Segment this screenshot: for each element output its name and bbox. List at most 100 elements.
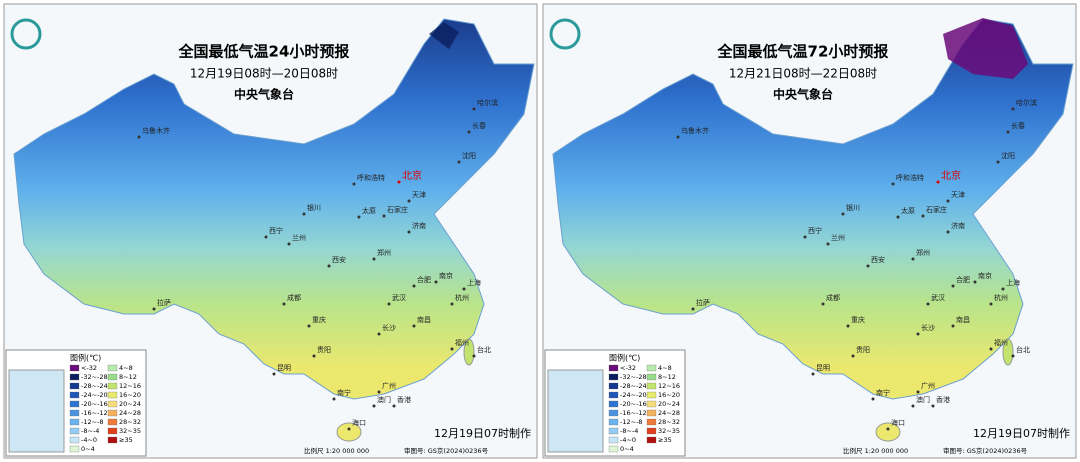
hainan bbox=[336, 422, 362, 442]
legend-swatch bbox=[107, 418, 118, 426]
city-label: 石家庄 bbox=[387, 205, 408, 214]
cold-core bbox=[429, 22, 459, 49]
city-dot bbox=[826, 242, 830, 246]
city-dot bbox=[891, 182, 895, 186]
city-label: 福州 bbox=[994, 338, 1008, 347]
legend-label: 16~20 bbox=[119, 391, 141, 399]
taiwan bbox=[463, 338, 475, 366]
city-dot bbox=[467, 130, 471, 134]
city-dot bbox=[916, 332, 920, 336]
city-dot bbox=[803, 235, 807, 239]
legend-label: ≥35 bbox=[658, 436, 672, 444]
map-number: 审图号: GS京(2024)0236号 bbox=[943, 446, 1028, 455]
city-label: 沈阳 bbox=[462, 151, 476, 160]
city-label: 哈尔滨 bbox=[1016, 98, 1037, 107]
legend-label: 16~20 bbox=[658, 391, 680, 399]
legend-swatch bbox=[608, 391, 619, 399]
city-label: 杭州 bbox=[455, 293, 469, 302]
legend-label: 28~32 bbox=[658, 418, 680, 426]
city-dot bbox=[951, 324, 955, 328]
legend-swatch bbox=[69, 418, 80, 426]
city-label: 台北 bbox=[1016, 345, 1030, 354]
city-label: 昆明 bbox=[277, 364, 291, 372]
city-label: 兰州 bbox=[292, 233, 306, 242]
legend-label: 4~8 bbox=[658, 364, 672, 372]
city-dot bbox=[691, 307, 695, 311]
city-label: 海口 bbox=[352, 418, 366, 427]
city-label: 上海 bbox=[1006, 278, 1020, 287]
city-dot bbox=[407, 230, 411, 234]
city-label: 香港 bbox=[397, 395, 411, 404]
legend-swatch bbox=[646, 418, 657, 426]
legend-swatch bbox=[107, 427, 118, 435]
legend-swatch bbox=[646, 364, 657, 372]
city-label: 西安 bbox=[871, 255, 885, 264]
city-label: 武汉 bbox=[392, 293, 406, 302]
city-label: 合肥 bbox=[956, 275, 970, 284]
city-label: 西安 bbox=[332, 255, 346, 264]
legend-label: 20~24 bbox=[119, 400, 141, 408]
city-dot bbox=[347, 427, 351, 431]
legend-swatch bbox=[646, 391, 657, 399]
legend-label: 20~24 bbox=[658, 400, 680, 408]
legend-label: -24~-20 bbox=[620, 391, 647, 399]
legend-label: 28~32 bbox=[119, 418, 141, 426]
legend-label: 24~28 bbox=[658, 409, 680, 417]
city-label: 乌鲁木齐 bbox=[142, 126, 170, 135]
legend-label: -16~-12 bbox=[81, 409, 108, 417]
city-dot bbox=[916, 390, 920, 394]
city-label: 长春 bbox=[1011, 121, 1025, 130]
city-label: 南宁 bbox=[876, 388, 890, 397]
city-label: 广州 bbox=[921, 381, 935, 390]
city-dot bbox=[457, 160, 461, 164]
city-label: 杭州 bbox=[994, 293, 1008, 302]
land bbox=[13, 18, 535, 400]
city-dot bbox=[392, 404, 396, 408]
city-label: 合肥 bbox=[417, 275, 431, 284]
city-dot bbox=[472, 107, 476, 111]
city-label: 天津 bbox=[951, 191, 965, 199]
legend-label: 32~35 bbox=[119, 427, 141, 435]
issuer: 中央气象台 bbox=[773, 87, 833, 102]
legend-label: 8~12 bbox=[658, 373, 676, 381]
city-label: 南京 bbox=[978, 271, 992, 280]
city-dot bbox=[307, 324, 311, 328]
made-time: 12月19日07时制作 bbox=[434, 427, 531, 440]
scale: 比例尺 1:20 000 000 bbox=[304, 446, 369, 455]
city-dot bbox=[264, 235, 268, 239]
city-dot bbox=[372, 257, 376, 261]
legend-label: <-32 bbox=[620, 364, 636, 372]
city-label: 南昌 bbox=[956, 315, 970, 324]
city-label: 海口 bbox=[891, 418, 905, 427]
city-label: 乌鲁木齐 bbox=[681, 126, 709, 135]
legend-swatch bbox=[69, 382, 80, 390]
legend-swatch bbox=[608, 418, 619, 426]
legend-swatch bbox=[69, 373, 80, 381]
city-label: 银川 bbox=[846, 203, 860, 212]
legend-swatch bbox=[107, 436, 118, 444]
land bbox=[552, 18, 1074, 400]
legend-swatch bbox=[646, 382, 657, 390]
logo bbox=[549, 18, 581, 50]
city-dot bbox=[377, 332, 381, 336]
legend-swatch bbox=[608, 427, 619, 435]
issuer: 中央气象台 bbox=[234, 87, 294, 102]
city-label: 贵阳 bbox=[856, 345, 870, 354]
map-number: 审图号: GS京(2024)0236号 bbox=[404, 446, 489, 455]
map-subtitle: 12月19日08时—20日08时 bbox=[190, 67, 338, 81]
legend-label: ≥35 bbox=[119, 436, 133, 444]
city-label: 重庆 bbox=[851, 315, 865, 324]
city-label: 银川 bbox=[307, 203, 321, 212]
city-dot bbox=[946, 199, 950, 203]
city-label: 昆明 bbox=[816, 364, 830, 372]
legend-swatch bbox=[608, 400, 619, 408]
legend-label: -32~-28 bbox=[81, 373, 108, 381]
city-dot bbox=[989, 302, 993, 306]
city-label: 南京 bbox=[439, 271, 453, 280]
city-dot bbox=[412, 284, 416, 288]
legend-swatch bbox=[608, 382, 619, 390]
city-dot bbox=[911, 404, 915, 408]
